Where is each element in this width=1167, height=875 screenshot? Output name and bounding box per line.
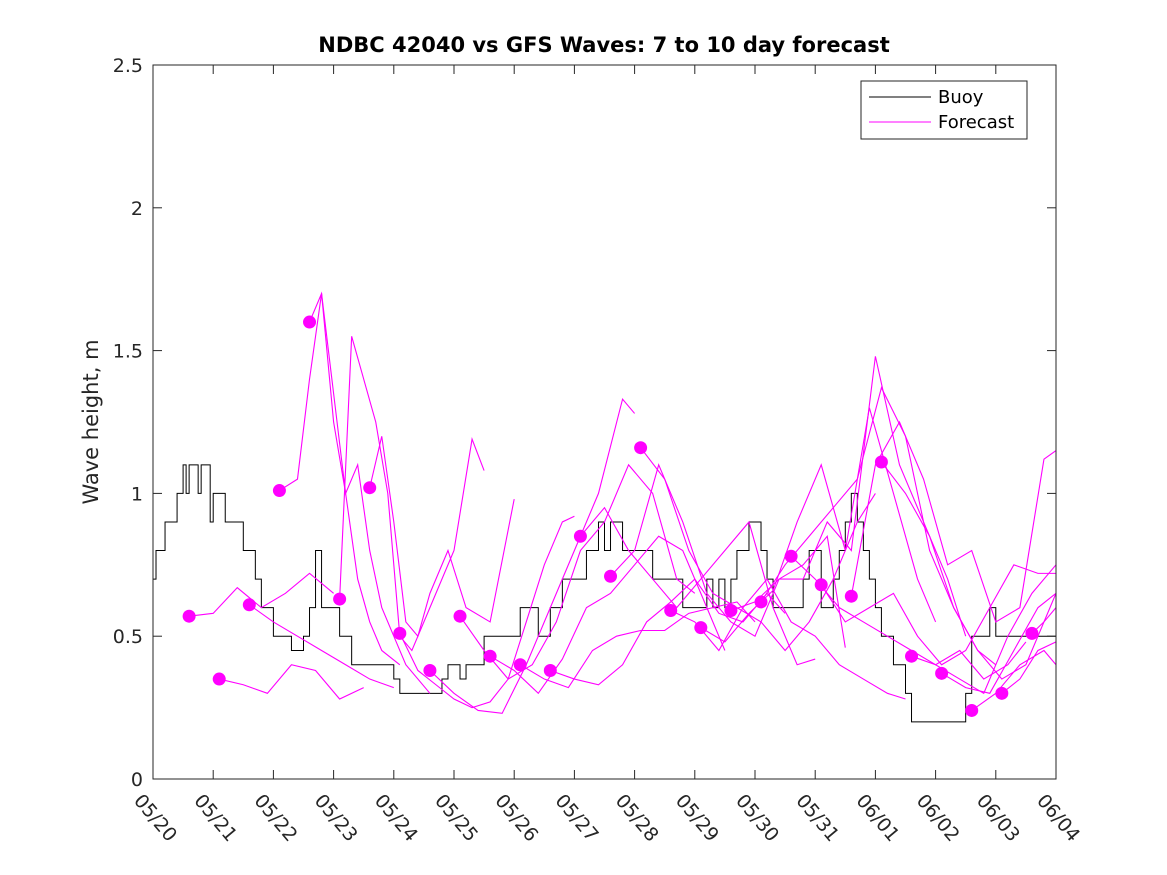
plot-area xyxy=(153,291,1056,723)
forecast-start-point-13 xyxy=(543,663,557,677)
forecast-series-line-22 xyxy=(820,564,1056,666)
forecast-start-point-1 xyxy=(182,609,196,623)
y-tick-label: 2 xyxy=(131,198,143,220)
forecast-series-line-7 xyxy=(369,436,515,638)
forecast-start-point-5 xyxy=(303,315,317,329)
forecast-start-point-4 xyxy=(272,484,286,498)
forecast-start-point-10 xyxy=(453,609,467,623)
forecast-series-line-12 xyxy=(519,601,756,689)
legend-box xyxy=(860,80,1028,140)
forecast-series-line-13 xyxy=(550,578,786,686)
forecast-start-point-8 xyxy=(393,626,407,640)
forecast-series-line-1 xyxy=(189,572,334,617)
forecast-start-point-9 xyxy=(423,663,437,677)
forecast-series-line-5 xyxy=(309,291,431,694)
forecast-start-point-16 xyxy=(634,441,648,455)
forecast-start-point-6 xyxy=(333,592,347,606)
forecast-series-line-16 xyxy=(640,447,876,652)
y-tick-label: 1 xyxy=(131,483,143,505)
forecast-start-point-28 xyxy=(995,686,1009,700)
forecast-series-line-15 xyxy=(610,463,846,648)
forecast-series-line-4 xyxy=(279,293,401,666)
legend-entry-label: Forecast xyxy=(938,112,1014,133)
y-tick-label: 1.5 xyxy=(113,341,143,363)
forecast-start-point-14 xyxy=(573,529,587,543)
forecast-start-point-22 xyxy=(814,578,828,592)
forecast-start-point-21 xyxy=(784,549,798,563)
forecast-start-point-15 xyxy=(604,569,618,583)
forecast-series-line-9 xyxy=(429,397,636,714)
y-tick-label: 2.5 xyxy=(113,55,143,77)
forecast-series-line-3 xyxy=(249,604,394,689)
forecast-start-point-11 xyxy=(483,649,497,663)
forecast-series-line-23 xyxy=(850,420,1056,623)
forecast-start-point-3 xyxy=(242,598,256,612)
forecast-series-line-10 xyxy=(459,463,696,680)
forecast-series-line-8 xyxy=(399,515,575,709)
forecast-start-point-23 xyxy=(844,589,858,603)
forecast-start-point-26 xyxy=(935,666,949,680)
forecast-series-line-27 xyxy=(971,649,1056,711)
forecast-start-point-25 xyxy=(905,649,919,663)
forecast-series-line-28 xyxy=(1001,641,1056,694)
axes-box xyxy=(152,64,1057,780)
forecast-series-line-18 xyxy=(700,407,937,643)
chart-title: NDBC 42040 vs GFS Waves: 7 to 10 day for… xyxy=(318,33,889,57)
forecast-start-point-2 xyxy=(212,672,226,686)
y-tick-label: 0.5 xyxy=(113,626,143,648)
legend: Buoy Forecast xyxy=(860,80,1028,140)
forecast-start-point-27 xyxy=(965,703,979,717)
forecast-start-point-7 xyxy=(363,481,377,495)
forecast-start-point-20 xyxy=(754,595,768,609)
forecast-series-line-17 xyxy=(670,578,906,700)
forecast-start-point-17 xyxy=(664,603,678,617)
forecast-series-line-25 xyxy=(911,564,1056,695)
forecast-series-line-24 xyxy=(880,461,1056,680)
forecast-start-point-12 xyxy=(513,658,527,672)
y-tick-label: 0 xyxy=(131,769,143,791)
forecast-series-line-2 xyxy=(219,664,364,700)
forecast-start-point-19 xyxy=(724,603,738,617)
forecast-series-line-14 xyxy=(579,506,816,666)
forecast-start-point-24 xyxy=(874,455,888,469)
legend-entry-label: Buoy xyxy=(938,87,984,108)
forecast-series-line-11 xyxy=(489,535,726,695)
y-axis-label: Wave height, m xyxy=(79,339,103,504)
forecast-start-point-29 xyxy=(1025,626,1039,640)
forecast-start-point-18 xyxy=(694,621,708,635)
forecast-series-line-26 xyxy=(941,592,1056,694)
